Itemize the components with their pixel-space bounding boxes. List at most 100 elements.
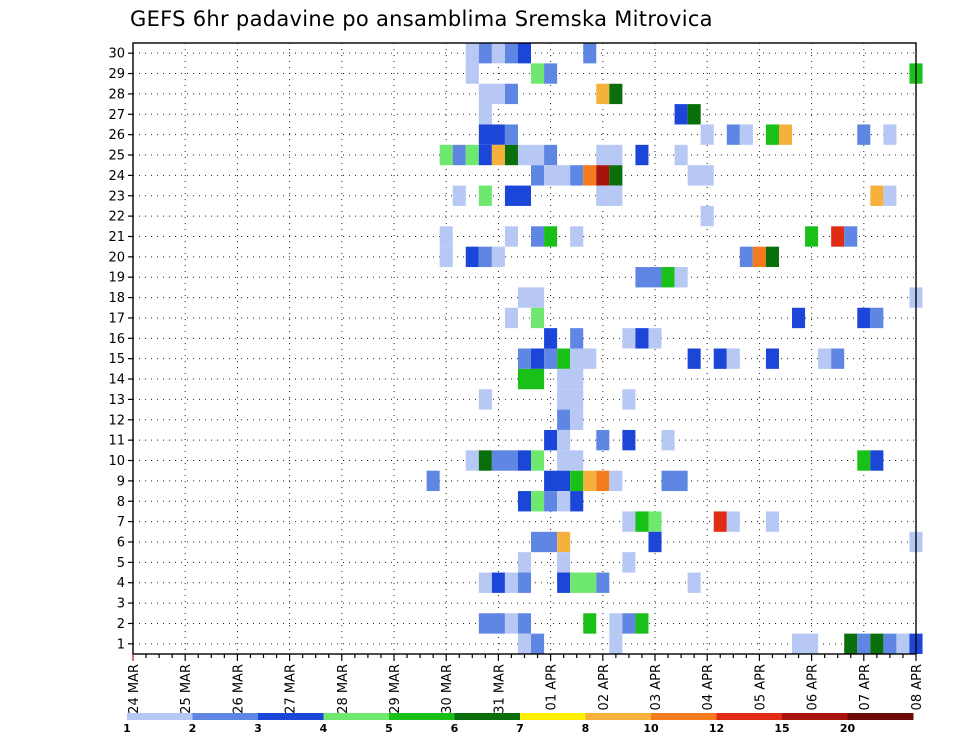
precip-cell [439, 144, 453, 166]
y-tick-label: 27 [108, 108, 125, 123]
precip-cell [504, 572, 518, 593]
precip-cell [870, 633, 884, 654]
x-tick-label: 08 APR [910, 664, 925, 710]
precip-cell [452, 144, 466, 166]
precip-cell [531, 633, 545, 654]
precip-cell [739, 246, 753, 268]
precip-cell [465, 450, 479, 471]
colorbar-swatch [389, 713, 455, 720]
precip-cell [661, 429, 675, 451]
precip-cell [635, 144, 649, 166]
colorbar-swatch [323, 713, 390, 720]
precip-cell [478, 83, 505, 105]
precip-cell [831, 348, 845, 369]
precip-cell [765, 246, 779, 268]
precip-cell [857, 124, 871, 145]
precip-cell [765, 511, 779, 532]
precip-cell [491, 246, 505, 268]
precip-cell [674, 267, 688, 288]
precip-cell [596, 83, 610, 105]
precip-cell [583, 43, 597, 64]
precip-cell [504, 83, 518, 105]
precip-cell [570, 348, 597, 369]
precip-cell [544, 226, 558, 247]
colorbar-label: 8 [582, 722, 590, 735]
x-tick-label: 06 APR [806, 664, 821, 710]
precip-cell [465, 63, 479, 84]
x-tick-label: 25 MAR [179, 664, 194, 714]
y-tick-label: 16 [108, 332, 125, 347]
precip-cell [596, 429, 610, 451]
y-tick-label: 13 [108, 393, 125, 408]
precip-cell [778, 124, 793, 145]
precip-cell [478, 185, 492, 206]
colorbar-label: 3 [254, 722, 262, 735]
precip-cell [635, 267, 662, 288]
precip-cell [596, 185, 623, 206]
precip-cell [622, 552, 636, 573]
precip-cell [792, 307, 806, 329]
precip-cell [531, 348, 545, 369]
colorbar-swatch [716, 713, 783, 720]
precip-cell [896, 633, 910, 654]
precip-cell [570, 491, 584, 512]
precip-cell [478, 450, 492, 471]
y-tick-label: 15 [108, 352, 125, 367]
precip-cell [648, 531, 662, 553]
precip-cell [465, 43, 479, 64]
precip-cell [687, 104, 701, 125]
precip-cell [857, 633, 871, 654]
precip-cell [596, 144, 623, 166]
colorbar-label: 6 [451, 722, 459, 735]
precip-cell [491, 572, 505, 593]
precip-cell [531, 165, 545, 186]
y-tick-label: 2 [117, 617, 125, 632]
precip-cell [609, 83, 623, 105]
precip-cell [661, 470, 688, 492]
y-tick-label: 6 [117, 535, 125, 550]
x-tick-label: 26 MAR [231, 664, 246, 714]
precip-cell [844, 226, 858, 247]
colorbar-swatch [585, 713, 652, 720]
precip-cell [870, 450, 884, 471]
precip-cell [583, 613, 597, 634]
precip-cell [544, 328, 558, 349]
precip-cell [504, 307, 518, 329]
precip-cell [765, 124, 779, 145]
precip-cell [831, 226, 845, 247]
x-tick-label: 07 APR [858, 664, 873, 710]
precip-cell [557, 531, 571, 553]
x-tick-label: 24 MAR [127, 664, 142, 714]
precip-cell [531, 531, 558, 553]
precip-cell [583, 470, 597, 492]
precip-cell [478, 124, 505, 145]
y-tick-label: 30 [108, 47, 125, 62]
precip-cell [622, 328, 636, 349]
precip-cell [765, 348, 779, 369]
precip-cell [557, 552, 571, 573]
precip-cell [439, 226, 453, 247]
precip-cell [726, 348, 740, 369]
precip-cell [739, 124, 753, 145]
precip-cell [726, 124, 740, 145]
precip-cell [622, 511, 636, 532]
precip-cell [517, 633, 532, 654]
precip-cell [687, 348, 701, 369]
y-tick-label: 20 [108, 250, 125, 265]
precip-cell [504, 144, 518, 166]
colorbar-label: 2 [189, 722, 197, 735]
precip-cell [504, 613, 518, 634]
precip-cell [883, 633, 897, 654]
precip-cell [517, 348, 532, 369]
colorbar-swatch [454, 713, 521, 720]
precip-cell [517, 491, 532, 512]
colorbar-label: 12 [709, 722, 724, 735]
precip-cell [531, 63, 545, 84]
precip-cell [700, 205, 714, 227]
precip-cell [635, 328, 649, 349]
x-tick-label: 03 APR [649, 664, 664, 710]
precip-cell [517, 552, 532, 573]
x-tick-label: 05 APR [753, 664, 768, 710]
precip-cell [544, 63, 558, 84]
